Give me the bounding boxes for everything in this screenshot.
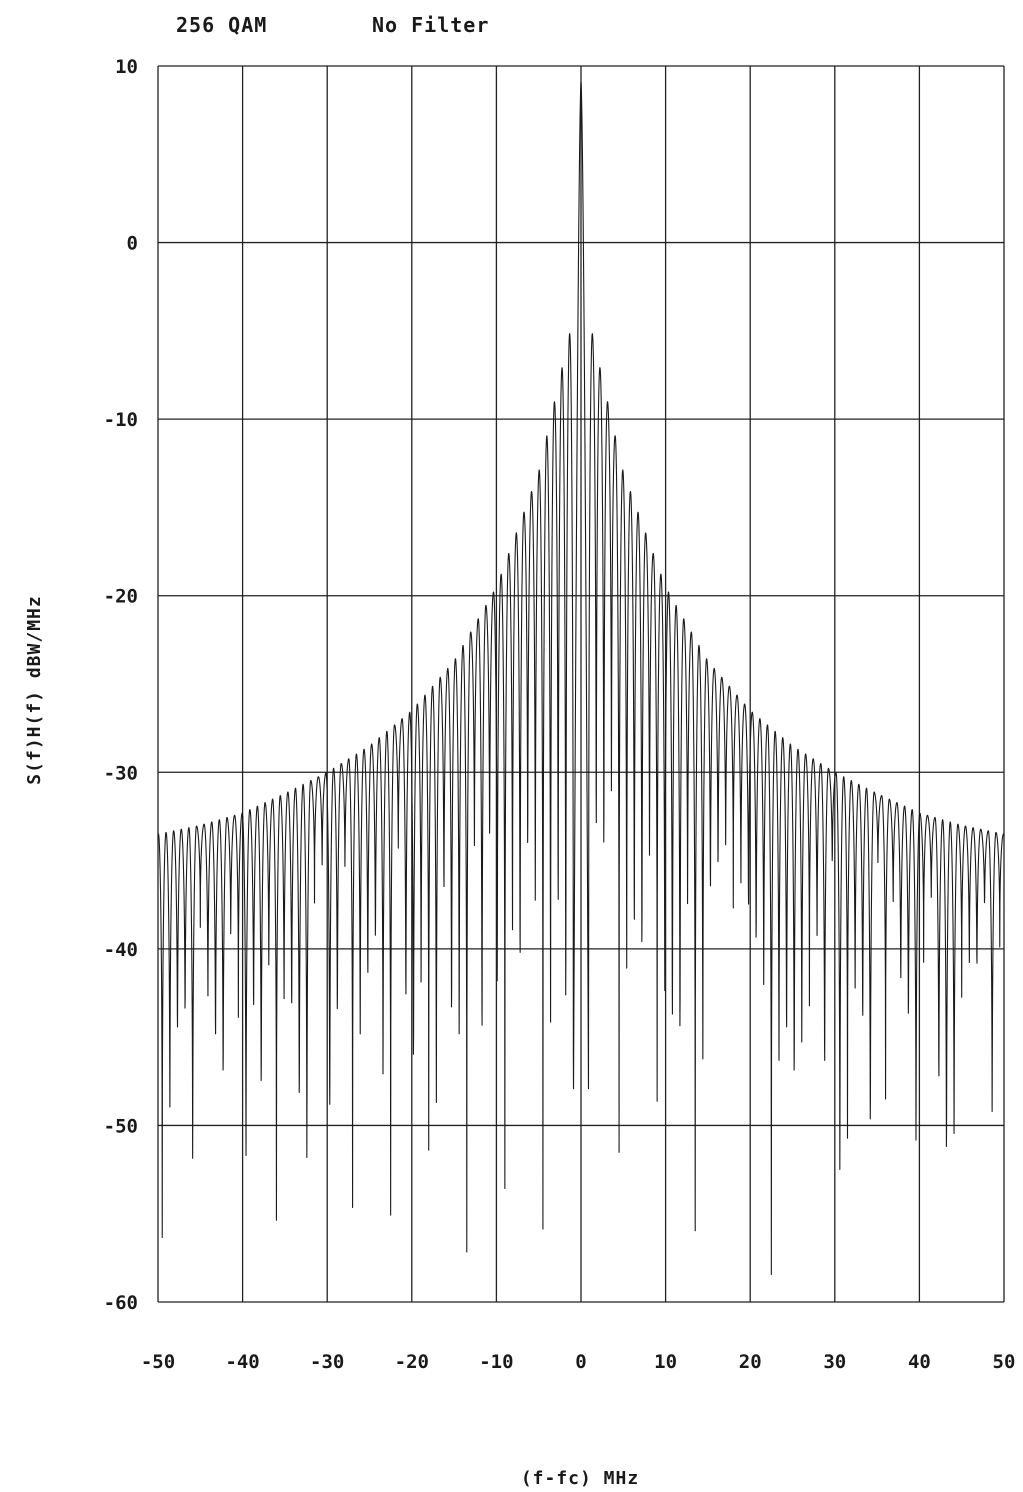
x-tick-label: -40 bbox=[225, 1351, 259, 1373]
y-tick-label: 0 bbox=[127, 233, 138, 255]
y-tick-label: -60 bbox=[104, 1292, 138, 1314]
x-tick-label: 10 bbox=[654, 1351, 677, 1373]
header-filter-label: No Filter bbox=[372, 13, 489, 37]
x-tick-label: -50 bbox=[141, 1351, 175, 1373]
x-tick-label: 30 bbox=[823, 1351, 846, 1373]
y-axis-tick-labels: 10 0 -10 -20 -30 -40 -50 -60 bbox=[104, 56, 138, 1314]
x-tick-label: 20 bbox=[739, 1351, 762, 1373]
x-tick-label: -20 bbox=[395, 1351, 429, 1373]
y-tick-label: -10 bbox=[104, 409, 138, 431]
x-tick-label: 40 bbox=[908, 1351, 931, 1373]
grid-lines bbox=[157, 65, 1005, 1303]
x-tick-label: -10 bbox=[479, 1351, 513, 1373]
y-tick-label: -40 bbox=[104, 939, 138, 961]
psd-series-layer bbox=[157, 81, 1005, 1276]
x-tick-label: 50 bbox=[993, 1351, 1016, 1373]
psd-series-line bbox=[157, 81, 1005, 1276]
y-tick-label: -30 bbox=[104, 762, 138, 784]
y-tick-label: -50 bbox=[104, 1115, 138, 1137]
header-modulation-label: 256 QAM bbox=[176, 13, 267, 37]
y-tick-label: 10 bbox=[115, 56, 138, 78]
x-axis-tick-labels: -50 -40 -30 -20 -10 0 10 20 30 40 50 bbox=[141, 1351, 1016, 1373]
x-axis-title: (f-fc) MHz bbox=[521, 1468, 639, 1489]
y-tick-label: -20 bbox=[104, 586, 138, 608]
x-tick-label: 0 bbox=[575, 1351, 586, 1373]
y-axis-title: S(f)H(f) dBW/MHz bbox=[24, 595, 45, 784]
x-tick-label: -30 bbox=[310, 1351, 344, 1373]
